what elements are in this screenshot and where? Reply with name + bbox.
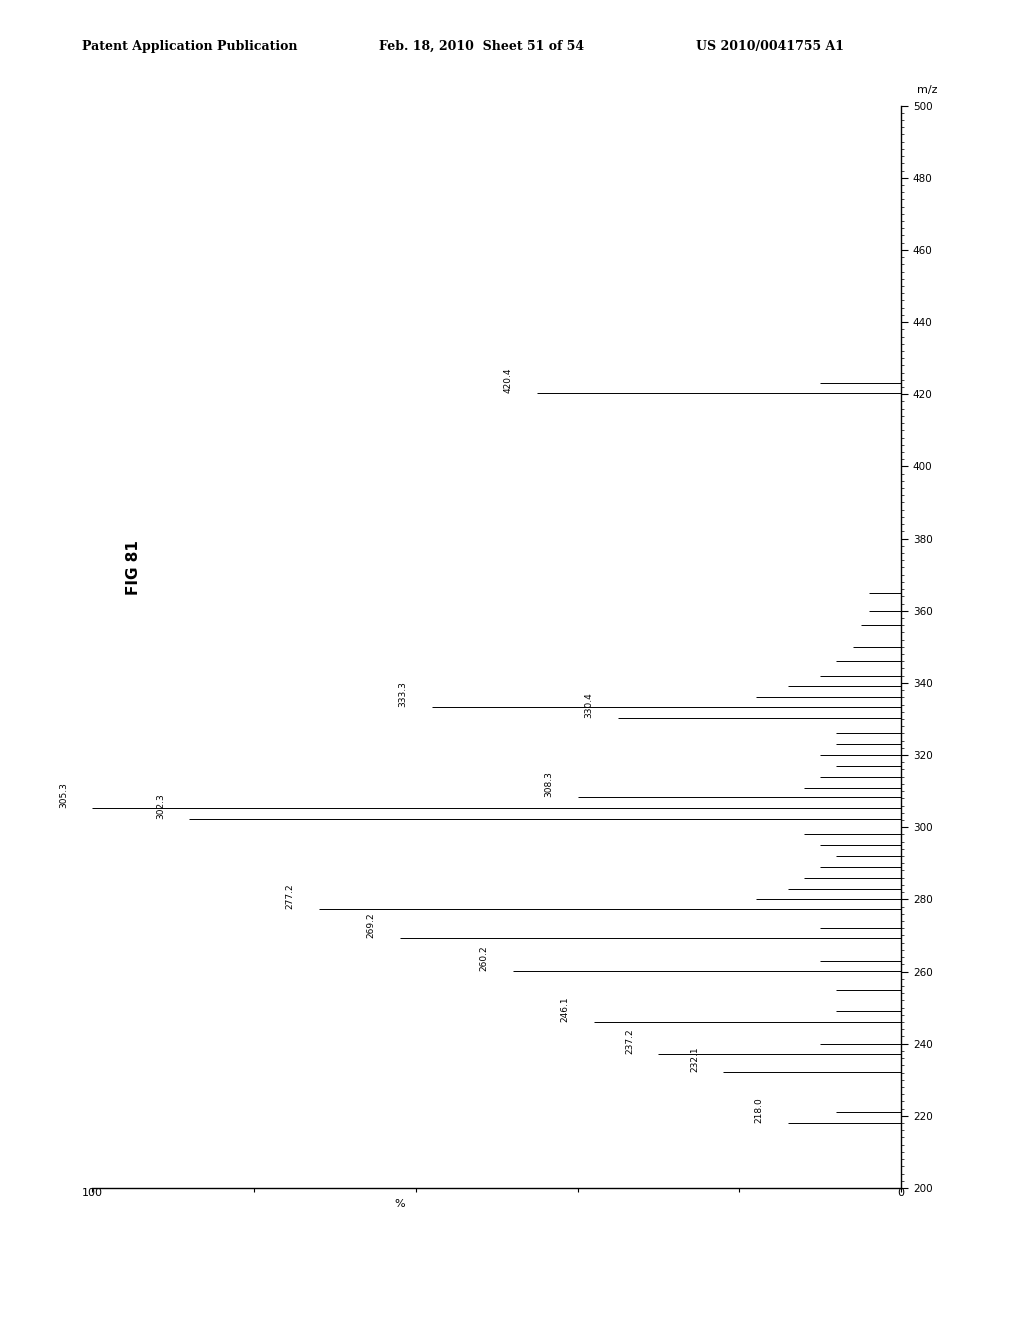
Text: 333.3: 333.3 <box>398 681 408 708</box>
Text: %: % <box>394 1199 404 1209</box>
Text: 308.3: 308.3 <box>545 771 553 797</box>
Text: US 2010/0041755 A1: US 2010/0041755 A1 <box>696 40 845 53</box>
Text: 302.3: 302.3 <box>156 793 165 818</box>
Text: 330.4: 330.4 <box>585 692 594 718</box>
Text: 100: 100 <box>82 1188 102 1199</box>
Text: 420.4: 420.4 <box>504 367 513 393</box>
Text: 218.0: 218.0 <box>755 1097 764 1123</box>
Text: 269.2: 269.2 <box>367 912 375 939</box>
Text: 305.3: 305.3 <box>59 783 68 808</box>
Text: FIG 81: FIG 81 <box>126 540 140 595</box>
Text: 260.2: 260.2 <box>479 945 488 970</box>
Text: 277.2: 277.2 <box>286 884 295 909</box>
Text: Patent Application Publication: Patent Application Publication <box>82 40 297 53</box>
Text: m/z: m/z <box>918 84 938 95</box>
Text: 246.1: 246.1 <box>560 997 569 1022</box>
Text: 232.1: 232.1 <box>690 1047 698 1072</box>
Text: Feb. 18, 2010  Sheet 51 of 54: Feb. 18, 2010 Sheet 51 of 54 <box>379 40 584 53</box>
Text: 0: 0 <box>898 1188 904 1199</box>
Text: 237.2: 237.2 <box>626 1028 634 1053</box>
